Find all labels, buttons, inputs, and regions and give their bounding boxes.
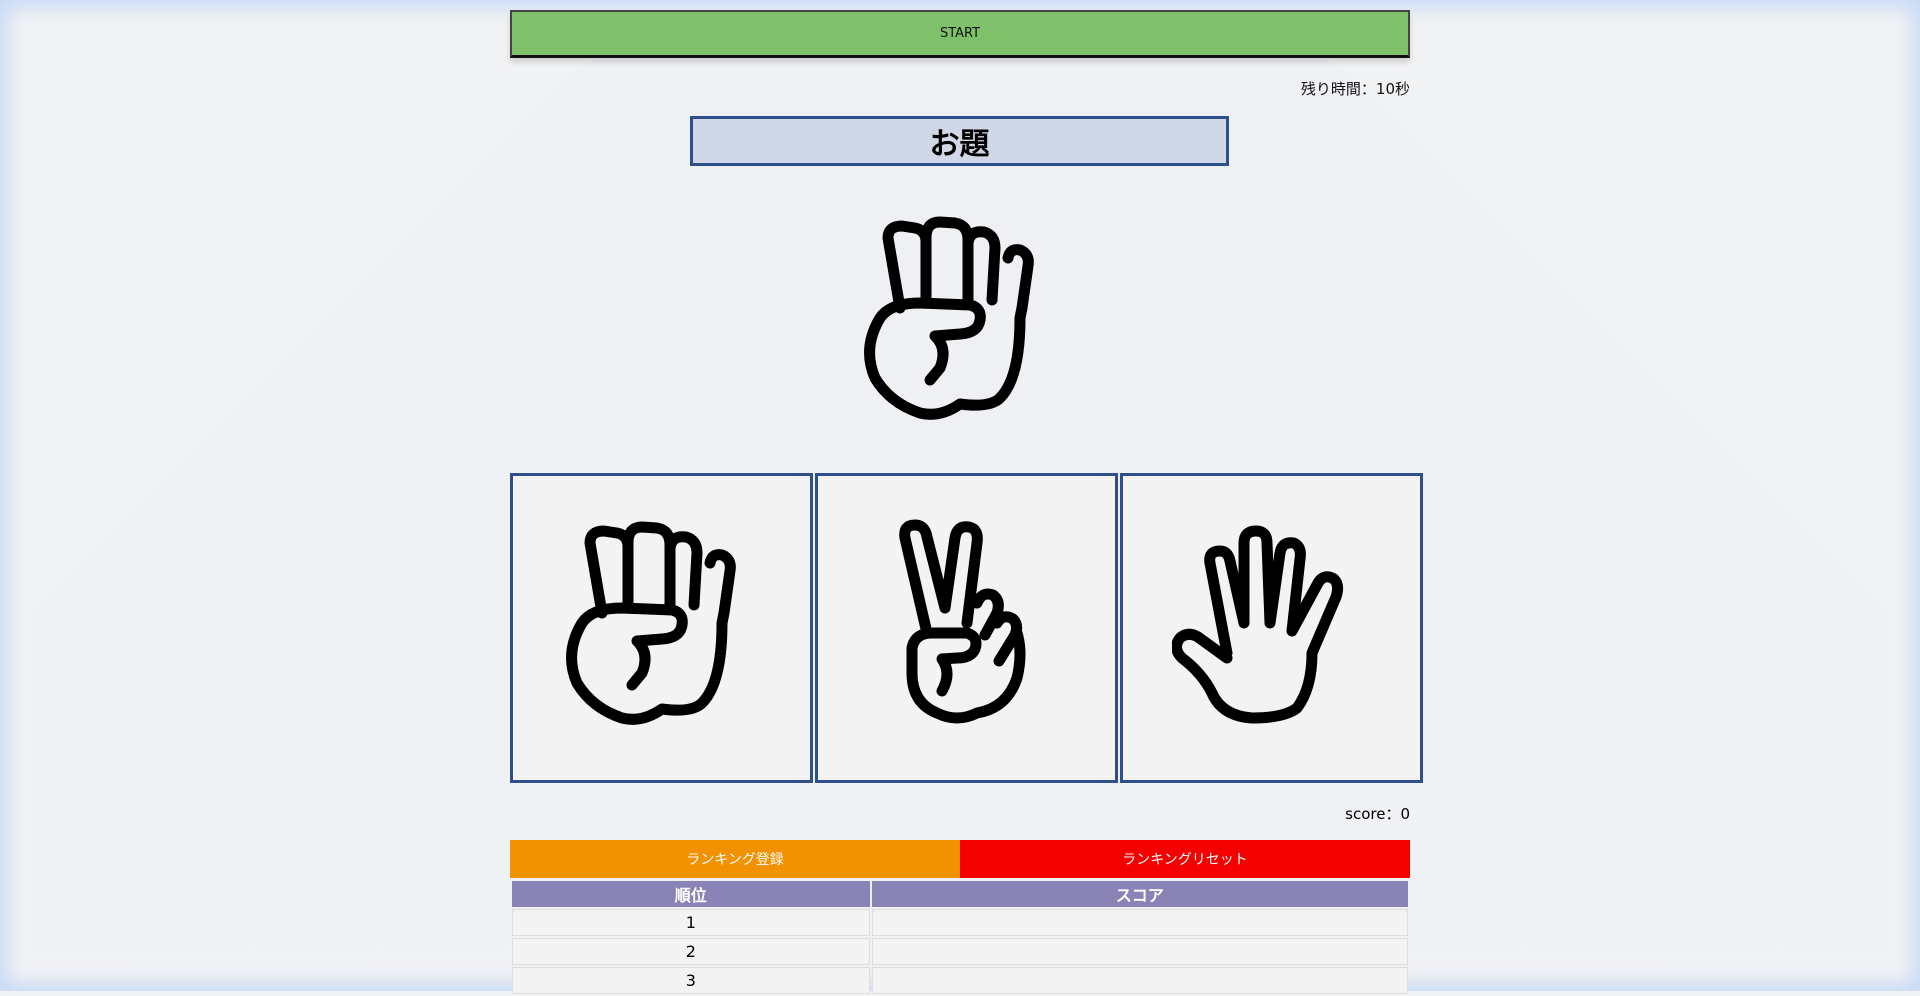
score-cell: [871, 938, 1408, 965]
target-rock-hand-icon: [864, 216, 1034, 420]
paper-hand-icon: [1171, 525, 1343, 724]
choice-scissors[interactable]: [815, 473, 1118, 783]
score-cell: [871, 909, 1408, 936]
choice-rock[interactable]: [510, 473, 813, 783]
rank-cell: 3: [512, 967, 870, 994]
score-text: score：0: [1345, 805, 1410, 823]
header-score: スコア: [871, 881, 1408, 907]
table-header-row: 順位 スコア: [512, 881, 1408, 907]
table-row: 2: [512, 938, 1408, 965]
hand-choices: [510, 473, 1430, 783]
ranking-register-button[interactable]: ランキング登録: [510, 840, 960, 878]
timer-text: 残り時間：10秒: [1300, 80, 1410, 98]
rank-cell: 1: [512, 909, 870, 936]
rock-hand-icon: [565, 521, 736, 725]
rank-cell: 2: [512, 938, 870, 965]
ranking-reset-button[interactable]: ランキングリセット: [960, 840, 1410, 878]
table-row: 1: [512, 909, 1408, 936]
scissors-hand-icon: [898, 519, 1025, 724]
odai-title: お題: [690, 116, 1229, 166]
table-row: 3: [512, 967, 1408, 994]
score-cell: [871, 967, 1408, 994]
ranking-table: 順位 スコア 1 2 3: [510, 879, 1410, 996]
start-button[interactable]: START: [510, 10, 1410, 58]
choice-paper[interactable]: [1120, 473, 1423, 783]
game-container: START 残り時間：10秒 お題 score：0 ランキング登録 ランキングリ…: [510, 10, 1423, 994]
ranking-buttons: ランキング登録 ランキングリセット: [510, 840, 1410, 878]
header-rank: 順位: [512, 881, 870, 907]
